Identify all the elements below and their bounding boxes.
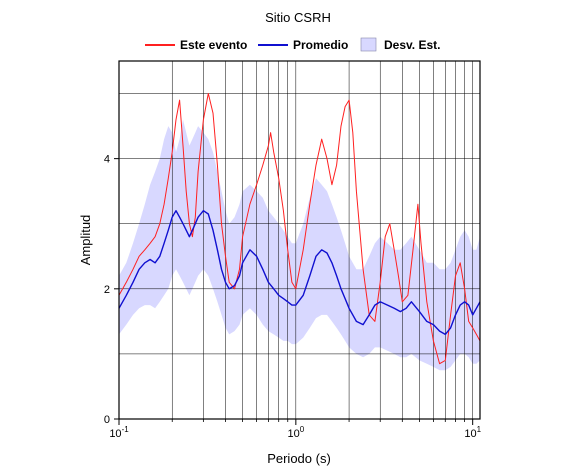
legend-label-promedio: Promedio — [293, 38, 348, 52]
x-axis-label: Periodo (s) — [267, 451, 331, 466]
y-tick-label: 2 — [104, 284, 110, 296]
y-tick-label: 0 — [104, 414, 110, 426]
x-tick-label: 100 — [287, 425, 304, 440]
std-band-layer — [119, 119, 480, 371]
x-tick-label: 101 — [464, 425, 481, 440]
x-tick-label: 10-1 — [109, 425, 129, 440]
series-layer — [118, 93, 481, 365]
legend-label-desv-est: Desv. Est. — [384, 38, 440, 52]
legend: Este evento Promedio Desv. Est. — [145, 37, 440, 52]
legend-label-este-evento: Este evento — [180, 38, 247, 52]
series-line-promedio — [118, 209, 481, 336]
std-band — [119, 119, 480, 371]
x-axis: 10-1 100 101 — [109, 419, 482, 440]
legend-swatch-desv-est — [360, 37, 377, 52]
y-axis: 0 2 4 — [104, 154, 119, 426]
plot-frame — [118, 60, 481, 420]
chart-title: Sitio CSRH — [265, 10, 331, 25]
y-tick-label: 4 — [104, 154, 110, 166]
series-line-este-evento — [118, 93, 481, 365]
y-axis-label: Amplitud — [78, 215, 93, 266]
grid-layer — [118, 61, 480, 419]
